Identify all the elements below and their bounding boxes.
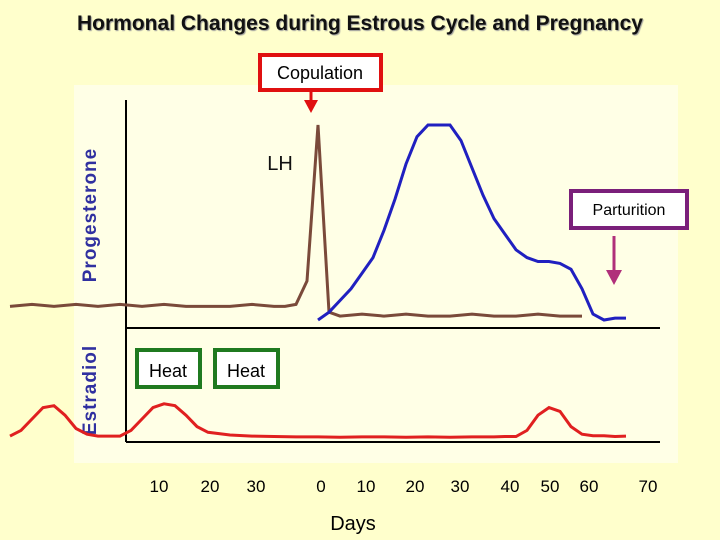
x-tick-label: 20 xyxy=(201,477,220,496)
heat-label-2: Heat xyxy=(227,361,265,381)
x-tick-label: 30 xyxy=(247,477,266,496)
ylabel-estradiol: Estradiol xyxy=(80,345,101,435)
copulation-label: Copulation xyxy=(277,63,363,83)
copulation-arrow-icon xyxy=(304,92,318,113)
series-estradiol-line xyxy=(9,402,627,439)
x-tick-label: 60 xyxy=(580,477,599,496)
series-lh-line xyxy=(9,124,582,318)
parturition-box xyxy=(569,189,689,230)
series-progesterone-line xyxy=(317,123,626,322)
x-tick-label: 0 xyxy=(316,477,325,496)
x-tick-label: 40 xyxy=(501,477,520,496)
plot-panel xyxy=(74,85,678,463)
x-tick-label: 10 xyxy=(150,477,169,496)
copulation-box xyxy=(258,53,383,92)
heat-label-1: Heat xyxy=(149,361,187,381)
x-tick-label: 30 xyxy=(451,477,470,496)
heat-box-2 xyxy=(213,348,280,389)
x-tick-label: 20 xyxy=(406,477,425,496)
parturition-arrow-icon xyxy=(606,236,622,285)
parturition-label: Parturition xyxy=(593,202,666,219)
x-tick-label: 50 xyxy=(541,477,560,496)
x-tick-label: 10 xyxy=(357,477,376,496)
x-tick-label: 70 xyxy=(639,477,658,496)
heat-box-1 xyxy=(135,348,202,389)
x-axis-label: Days xyxy=(330,513,376,535)
ylabel-progesterone: Progesterone xyxy=(80,148,101,282)
chart-title: Hormonal Changes during Estrous Cycle an… xyxy=(77,12,643,35)
lh-label: LH xyxy=(267,153,293,175)
